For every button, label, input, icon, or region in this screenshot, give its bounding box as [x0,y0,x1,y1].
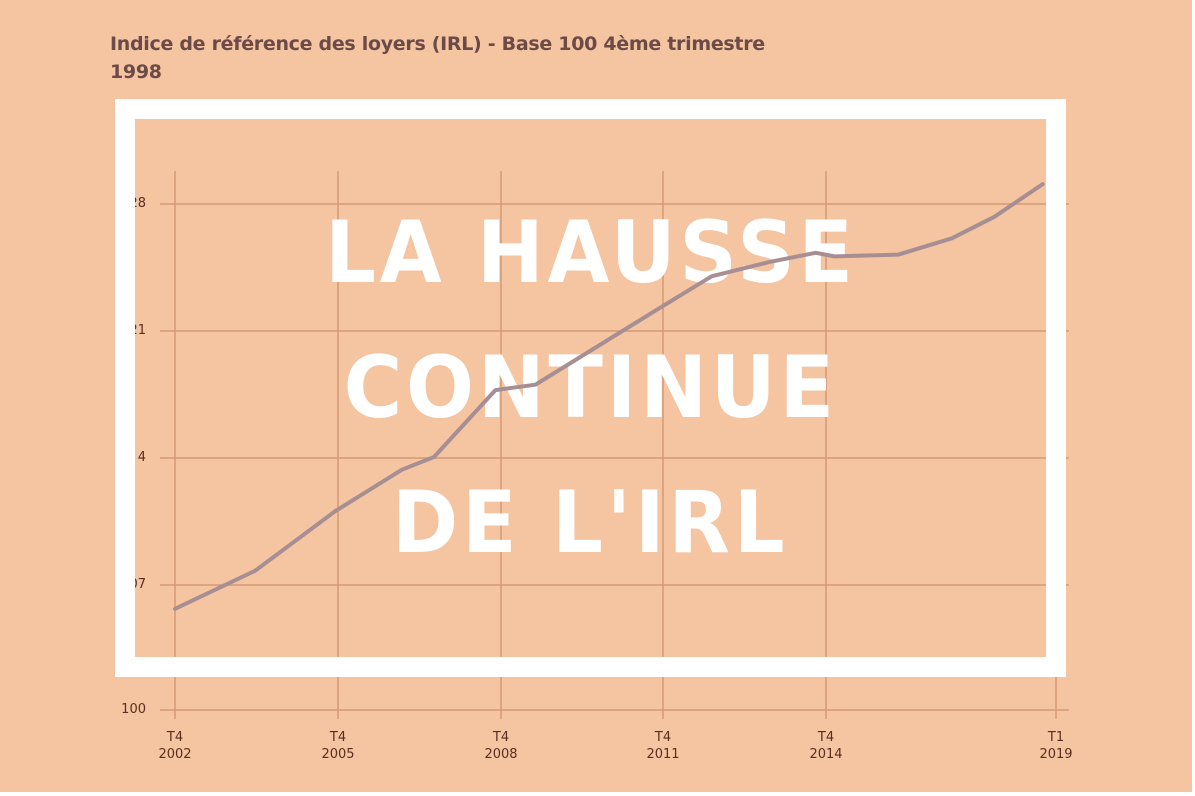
x-tick-label-2005: T4 2005 [308,729,368,763]
x-tick-quarter: T1 [1047,730,1065,745]
overlay-headline: LA HAUSSE CONTINUE DE L'IRL [135,118,1046,658]
x-tick-quarter: T4 [166,730,184,745]
x-tick-quarter: T4 [329,730,347,745]
x-tick-year: 2005 [321,747,355,762]
overlay-frame [115,99,1066,677]
x-tick-quarter: T4 [654,730,672,745]
x-tick-label-2011: T4 2011 [633,729,693,763]
overlay-line-1: LA HAUSSE [324,202,857,303]
chart-title: Indice de référence des loyers (IRL) - B… [110,30,870,86]
x-tick-year: 2019 [1039,747,1073,762]
overlay-line-3: DE L'IRL [392,472,789,573]
x-tick-label-2008: T4 2008 [471,729,531,763]
chart-title-line-2: 1998 [110,61,162,83]
y-tick-label-100: 100 [121,702,146,717]
x-tick-quarter: T4 [817,730,835,745]
x-tick-label-2019: T1 2019 [1026,729,1086,763]
x-tick-year: 2008 [484,747,518,762]
chart-title-line-1: Indice de référence des loyers (IRL) - B… [110,33,765,55]
x-tick-year: 2014 [809,747,843,762]
irl-series-line [173,182,1045,611]
x-tick-year: 2002 [158,747,192,762]
y-tick-label-114: 4 [137,450,146,465]
x-tick-label-2002: T4 2002 [145,729,205,763]
x-tick-quarter: T4 [492,730,510,745]
x-tick-year: 2011 [646,747,680,762]
x-tick-label-2014: T4 2014 [796,729,856,763]
